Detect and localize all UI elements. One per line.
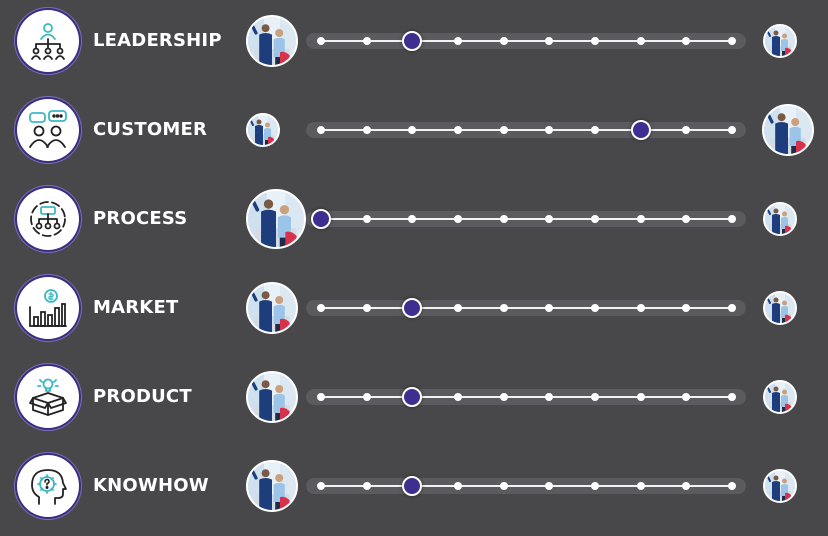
left-photo [246,371,298,423]
slider-tick[interactable] [545,215,554,223]
left-photo [246,282,298,334]
slider-tick[interactable] [499,126,508,134]
slider-tick[interactable] [454,37,462,45]
slider-tick[interactable] [362,482,371,490]
slider-line [321,485,732,487]
slider-tick[interactable] [591,304,599,312]
slider-tick[interactable] [591,37,599,45]
slider-tick[interactable] [317,482,325,490]
slider-line [321,307,732,309]
slider-tick[interactable] [728,393,736,401]
slider-tick[interactable] [499,482,508,490]
slider-tick[interactable] [317,37,325,45]
slider-tick[interactable] [728,482,736,490]
slider-tick[interactable] [728,126,736,134]
leadership-org-chart-icon [17,10,79,72]
slider-tick[interactable] [682,393,691,401]
right-photo [762,104,814,156]
slider-tick[interactable] [362,304,371,312]
left-photo [246,113,280,147]
slider-knob[interactable] [402,31,423,51]
slider-tick[interactable] [499,37,508,45]
slider-tick[interactable] [636,304,645,312]
slider-tick[interactable] [591,393,599,401]
slider-tick[interactable] [545,393,554,401]
row-label: KNOWHOW [93,475,209,496]
row-leadership: LEADERSHIP [0,5,828,77]
slider-knob[interactable] [402,476,423,496]
slider-tick[interactable] [499,393,508,401]
slider-tick[interactable] [408,215,417,223]
slider-tick[interactable] [728,37,736,45]
slider-tick[interactable] [317,393,325,401]
slider-tick[interactable] [454,215,462,223]
slider-tick[interactable] [636,393,645,401]
slider-tick[interactable] [545,482,554,490]
slider-tick[interactable] [499,304,508,312]
left-photo [246,15,298,67]
slider-line [321,40,732,42]
slider-tick[interactable] [591,215,599,223]
slider-knob[interactable] [630,120,651,140]
slider-knob[interactable] [402,298,423,318]
slider-tick[interactable] [682,482,691,490]
slider-tick[interactable] [728,215,736,223]
slider-knob[interactable] [402,387,423,407]
slider-tick[interactable] [682,37,691,45]
slider-tick[interactable] [591,482,599,490]
slider-tick[interactable] [362,126,371,134]
slider-tick[interactable] [636,482,645,490]
row-product: PRODUCT [0,361,828,433]
slider-tick[interactable] [682,215,691,223]
row-label: MARKET [93,297,179,318]
customer-chat-icon [17,99,79,161]
slider-tick[interactable] [499,215,508,223]
slider-tick[interactable] [317,304,325,312]
slider-knob[interactable] [311,209,331,229]
slider-tick[interactable] [317,126,325,134]
right-photo [763,380,797,414]
slider-tick[interactable] [454,393,462,401]
row-knowhow: KNOWHOW [0,450,828,522]
row-label: LEADERSHIP [93,30,222,51]
row-market: MARKET [0,272,828,344]
slider-tick[interactable] [636,37,645,45]
right-photo [763,291,797,325]
slider-tick[interactable] [362,37,371,45]
slider-tick[interactable] [362,393,371,401]
process-flow-icon [17,188,79,250]
slider-tick[interactable] [682,304,691,312]
row-process: PROCESS [0,183,828,255]
knowhow-head-gear-icon [17,455,79,517]
slider-line [321,129,732,131]
slider-line [321,218,732,220]
slider-tick[interactable] [636,215,645,223]
slider-tick[interactable] [545,37,554,45]
product-box-icon [17,366,79,428]
slider-tick[interactable] [408,126,417,134]
row-label: CUSTOMER [93,119,208,140]
slider-tick[interactable] [454,304,462,312]
row-label: PROCESS [93,208,188,229]
right-photo [763,469,797,503]
right-photo [763,24,797,58]
left-photo [246,189,306,249]
slider-tick[interactable] [545,304,554,312]
slider-tick[interactable] [728,304,736,312]
slider-tick[interactable] [682,126,691,134]
slider-line [321,396,732,398]
row-label: PRODUCT [93,386,192,407]
slider-tick[interactable] [454,126,462,134]
slider-tick[interactable] [454,482,462,490]
slider-tick[interactable] [591,126,599,134]
row-customer: CUSTOMER [0,94,828,166]
slider-tick[interactable] [545,126,554,134]
left-photo [246,460,298,512]
slider-tick[interactable] [362,215,371,223]
right-photo [763,202,797,236]
market-growth-icon [17,277,79,339]
